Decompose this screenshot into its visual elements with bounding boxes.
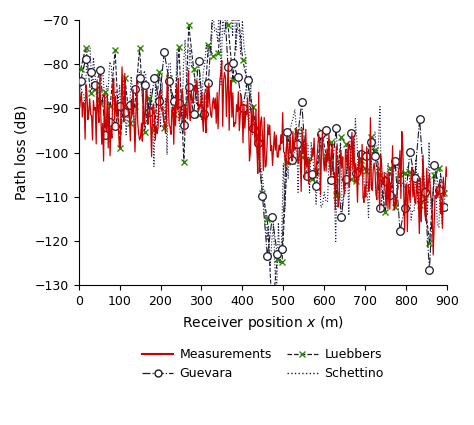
X-axis label: Receiver position $x$ (m): Receiver position $x$ (m) bbox=[182, 314, 344, 332]
Legend: Measurements, Guevara, Luebbers, Schettino: Measurements, Guevara, Luebbers, Schetti… bbox=[137, 343, 389, 385]
Y-axis label: Path loss (dB): Path loss (dB) bbox=[15, 105, 29, 200]
